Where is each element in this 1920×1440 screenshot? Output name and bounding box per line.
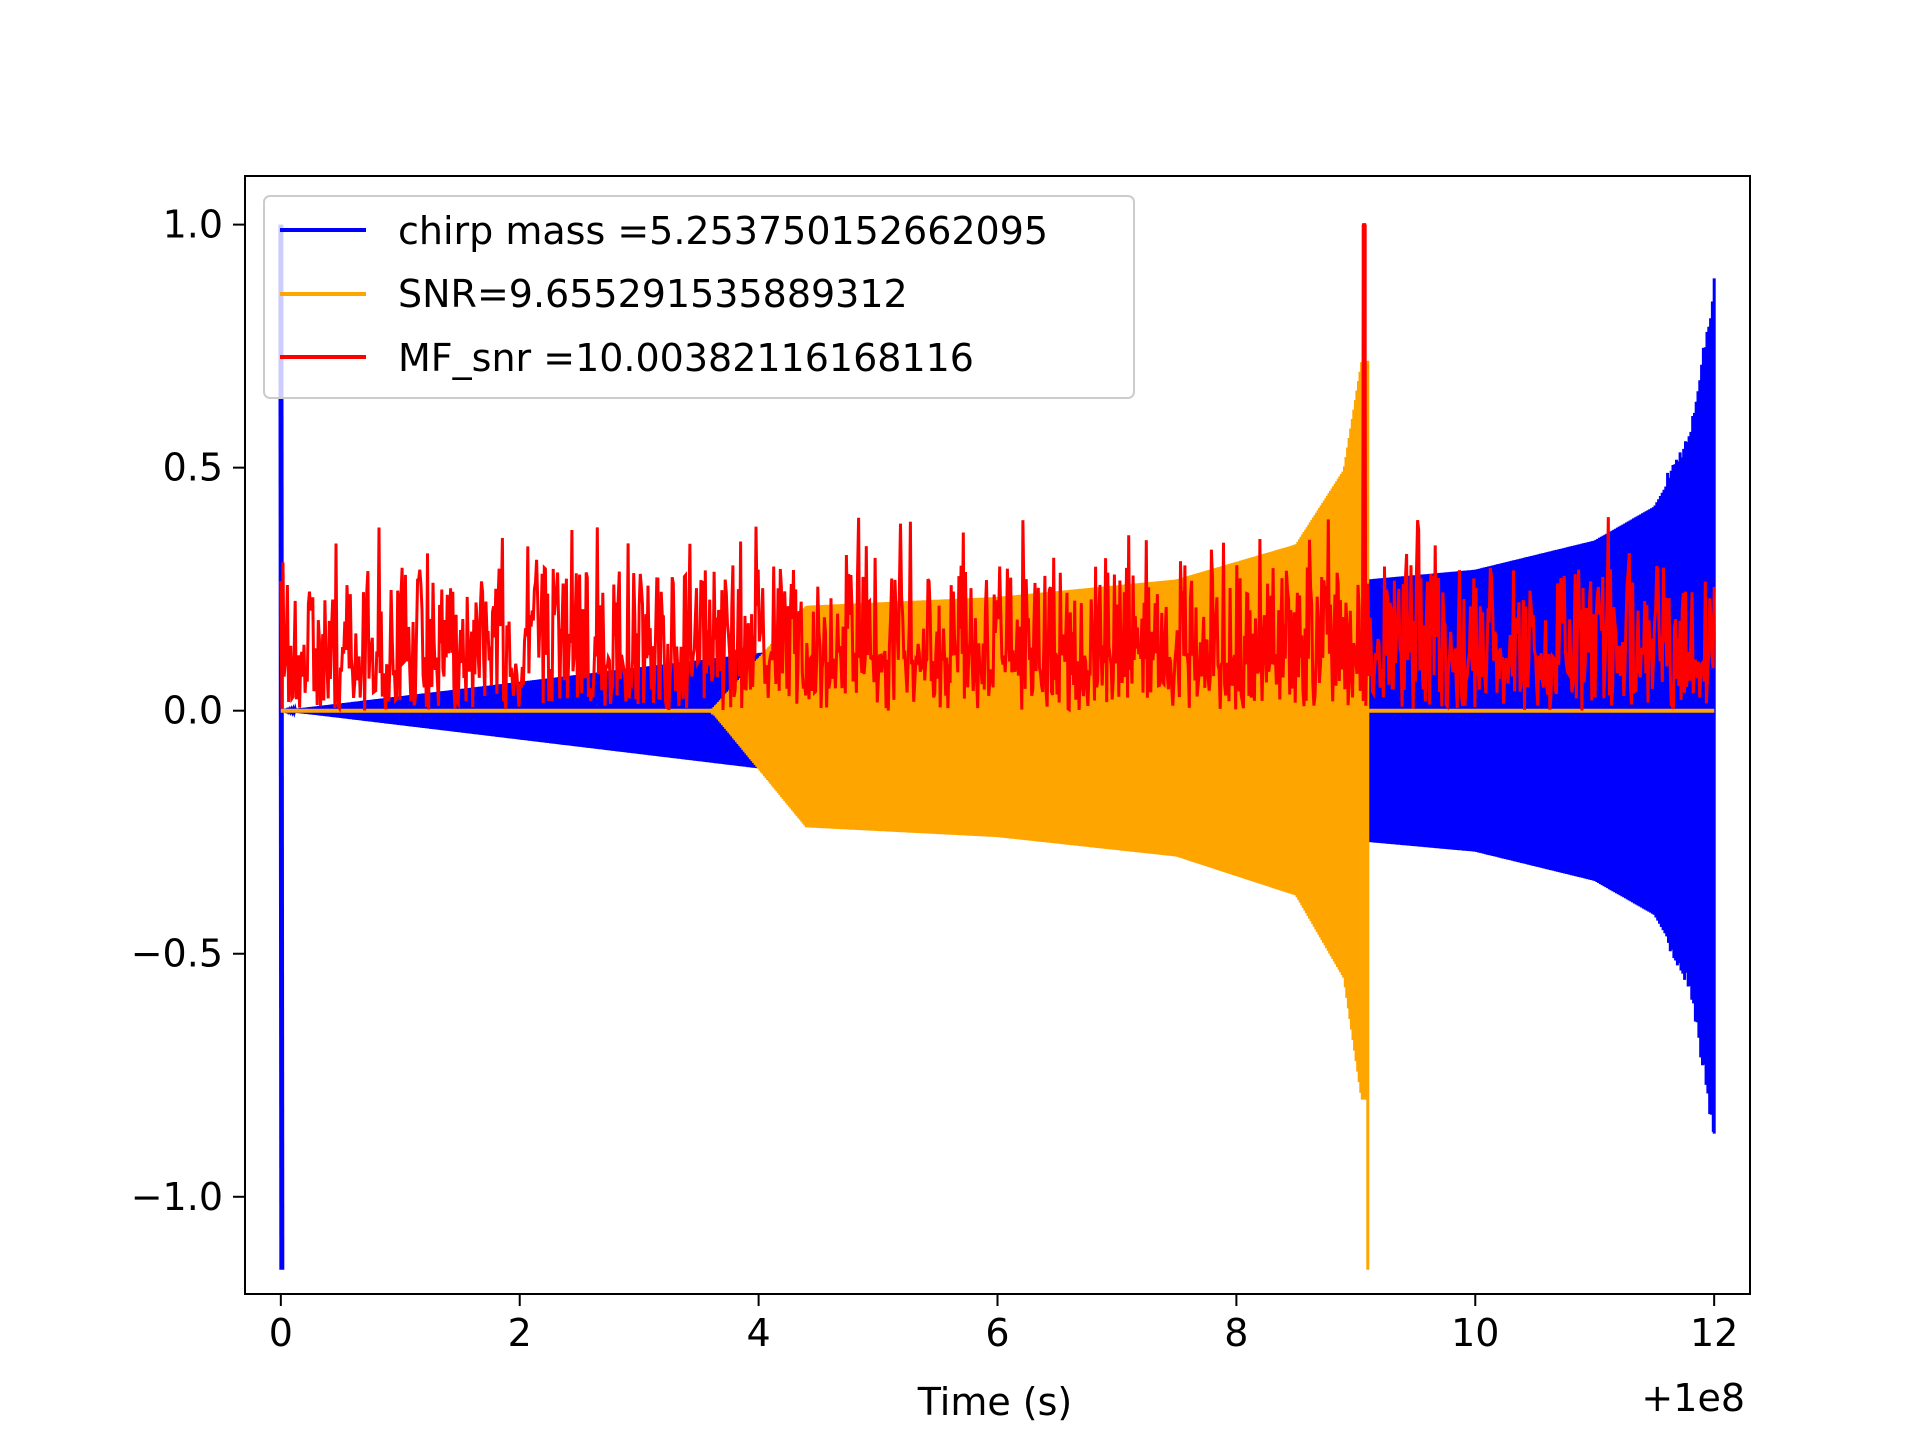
legend: chirp mass =5.253750152662095 SNR=9.6552…: [263, 195, 1135, 399]
x-tick-label: 6: [985, 1311, 1009, 1355]
legend-label-snr: SNR=9.655291535889312: [398, 272, 908, 316]
x-tick-label: 2: [508, 1311, 532, 1355]
x-tick-label: 12: [1690, 1311, 1738, 1355]
y-tick-label: −1.0: [131, 1175, 223, 1219]
x-offset-label: +1e8: [1641, 1376, 1745, 1420]
x-tick-label: 0: [269, 1311, 293, 1355]
legend-label-chirp-mass: chirp mass =5.253750152662095: [398, 209, 1048, 253]
series-mf-snr-line: [279, 223, 1716, 714]
x-tick-label: 10: [1451, 1311, 1499, 1355]
x-tick-label: 8: [1224, 1311, 1248, 1355]
x-tick-label: 4: [747, 1311, 771, 1355]
y-tick-label: 0.5: [163, 446, 223, 490]
y-axis: −1.0 −0.5 0.0 0.5 1.0: [131, 203, 245, 1219]
series-layer: [278, 223, 1716, 1270]
x-axis: 0 2 4 6 8 10 12: [269, 1294, 1738, 1355]
legend-label-mf-snr: MF_snr =10.00382116168116: [398, 336, 974, 380]
y-tick-label: −0.5: [131, 932, 223, 976]
y-tick-label: 0.0: [163, 689, 223, 733]
legend-box: [263, 195, 1135, 399]
x-axis-label: Time (s): [917, 1380, 1073, 1424]
y-tick-label: 1.0: [163, 203, 223, 247]
